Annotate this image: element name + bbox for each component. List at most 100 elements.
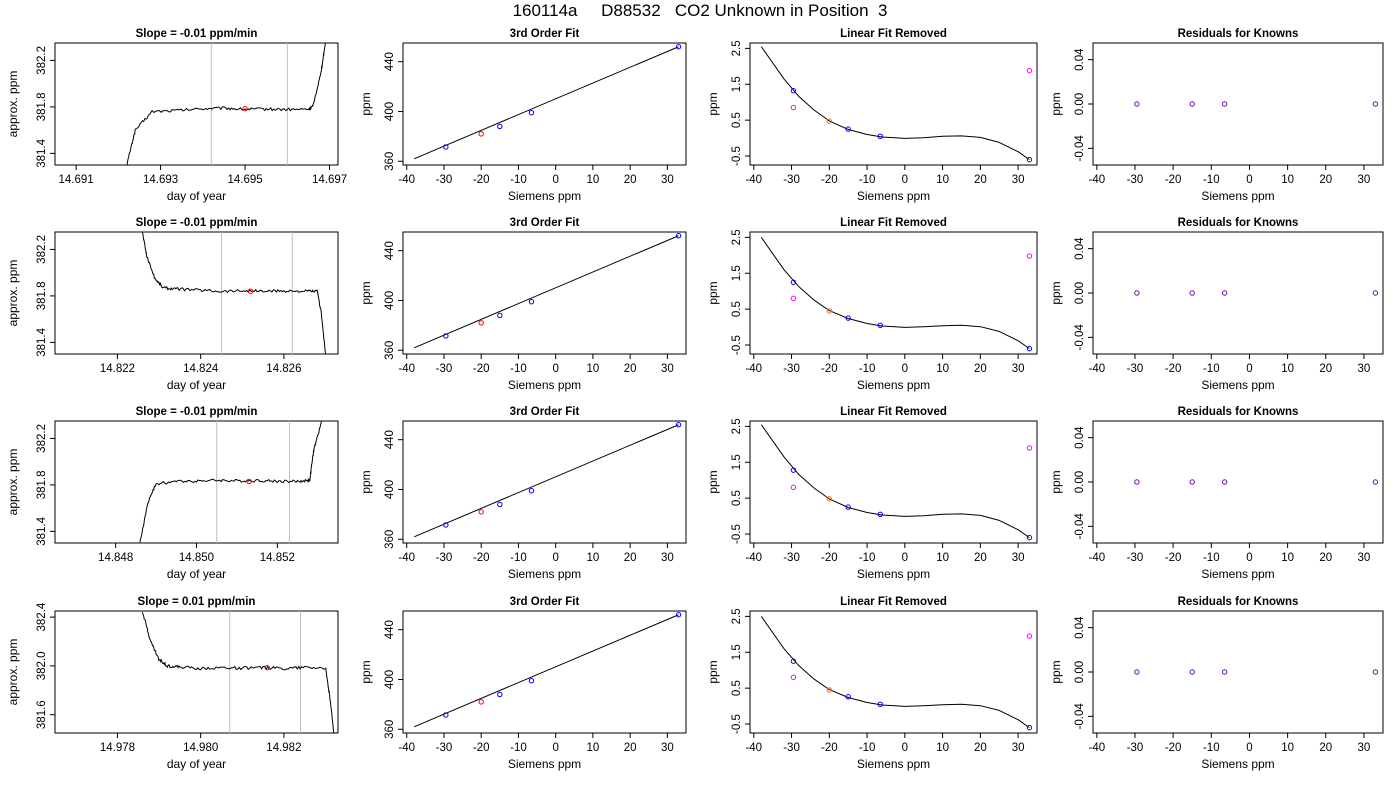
x-tick-label: 20 — [1319, 552, 1332, 564]
panel-timeseries-2: Slope = -0.01 ppm/min day of year approx. … — [6, 217, 339, 392]
check-point — [1026, 67, 1033, 74]
known-point — [790, 88, 797, 94]
residual-point — [1189, 101, 1195, 107]
y-tick-label: -0.5 — [731, 335, 743, 355]
known-point — [675, 422, 682, 428]
known-point — [790, 279, 797, 285]
y-tick-label: 0.04 — [1074, 237, 1086, 260]
plot-area — [760, 424, 1033, 541]
x-tick-label: -30 — [783, 552, 800, 564]
x-tick-label: 0 — [1246, 174, 1252, 186]
panel-title: Slope = -0.01 ppm/min — [136, 217, 258, 229]
plot-frame — [54, 610, 339, 734]
x-tick-label: 14.824 — [183, 363, 219, 375]
known-point — [675, 612, 682, 618]
y-tick-label: 382.2 — [36, 46, 48, 75]
y-tick-label: 0.04 — [1074, 426, 1086, 449]
x-axis-label: Siemens ppm — [857, 378, 930, 392]
data-trace — [126, 43, 326, 165]
cubic-residual-curve — [760, 237, 1030, 350]
y-tick-label: 381.8 — [36, 93, 48, 122]
y-tick-label: 360 — [384, 152, 396, 171]
y-axis-label: ppm — [1049, 92, 1063, 115]
mean-marker — [247, 288, 254, 294]
known-point — [528, 488, 535, 494]
y-tick-label: 0.5 — [731, 301, 743, 317]
known-point — [497, 501, 503, 508]
unknown-point — [478, 131, 484, 137]
x-tick-label: -30 — [1127, 552, 1144, 564]
x-tick-label: 20 — [974, 742, 987, 754]
y-axis-label: ppm — [706, 92, 720, 115]
residual-point — [1134, 290, 1140, 296]
known-point — [877, 511, 883, 517]
x-tick-label: -10 — [859, 552, 876, 564]
x-tick-label: -20 — [1165, 363, 1182, 375]
check-point — [790, 295, 797, 302]
y-tick-label: 382.4 — [36, 602, 48, 631]
x-tick-label: 30 — [661, 742, 674, 754]
x-tick-label: 0 — [902, 552, 908, 564]
x-tick-label: 14.848 — [98, 552, 133, 564]
y-tick-label: 2.5 — [731, 229, 743, 245]
x-tick-label: 0 — [1246, 363, 1252, 375]
x-tick-label: -20 — [1165, 174, 1182, 186]
y-tick-label: 440 — [384, 52, 396, 71]
x-tick-label: 10 — [587, 552, 600, 564]
x-axis-label: Siemens ppm — [508, 378, 581, 392]
x-tick-label: 10 — [587, 742, 600, 754]
x-tick-label: 20 — [974, 552, 987, 564]
known-point — [497, 691, 503, 698]
known-point — [1026, 156, 1033, 163]
x-tick-label: -20 — [473, 742, 490, 754]
y-axis-label: approx. ppm — [6, 639, 20, 706]
y-axis-label: ppm — [359, 92, 373, 115]
y-tick-label: 440 — [384, 430, 396, 449]
y-tick-label: 440 — [384, 620, 396, 639]
fit-line — [413, 424, 679, 538]
known-point — [845, 126, 851, 132]
mean-marker — [264, 665, 270, 671]
x-tick-label: 10 — [936, 552, 949, 564]
x-tick-label: -30 — [1127, 742, 1144, 754]
plot-area — [413, 422, 682, 538]
panel-timeseries-1: Slope = -0.01 ppm/min day of year approx. … — [6, 28, 347, 203]
y-tick-label: 1.5 — [731, 644, 743, 660]
x-axis-label: Siemens ppm — [508, 189, 581, 203]
x-tick-label: -10 — [1203, 552, 1220, 564]
y-axis-label: ppm — [706, 470, 720, 493]
x-tick-label: 30 — [1358, 552, 1371, 564]
residual-point — [1372, 479, 1379, 485]
residual-point — [1221, 479, 1228, 485]
mean-marker — [242, 105, 248, 112]
y-tick-label: 0.5 — [731, 680, 743, 696]
y-axis-label: ppm — [359, 660, 373, 683]
x-tick-label: 30 — [1012, 363, 1025, 375]
panel-fit-1: 3rd Order Fit Siemens ppm ppm -40 -30 -20 -10 0… — [359, 28, 687, 203]
x-tick-label: 14.697 — [312, 174, 347, 186]
residual-point — [1134, 669, 1140, 675]
y-tick-label: 400 — [384, 291, 396, 310]
panel-title: Residuals for Knowns — [1178, 596, 1299, 608]
known-point — [497, 123, 503, 130]
panel-linfit-3: Linear Fit Removed Siemens ppm ppm -40 -30 -2… — [706, 406, 1038, 581]
x-axis-label: day of year — [167, 757, 226, 771]
known-point — [877, 701, 883, 707]
check-point — [790, 104, 797, 111]
mean-marker — [246, 478, 252, 485]
x-tick-label: 14.978 — [100, 742, 135, 754]
x-tick-label: -30 — [436, 174, 453, 186]
x-axis-label: Siemens ppm — [857, 567, 930, 581]
x-axis-label: day of year — [167, 189, 226, 203]
x-axis-label: Siemens ppm — [508, 567, 581, 581]
plot-area — [760, 237, 1033, 352]
y-tick-label: -0.04 — [1074, 513, 1086, 540]
y-tick-label: -0.04 — [1074, 324, 1086, 351]
known-point — [877, 322, 883, 328]
x-axis-label: Siemens ppm — [1201, 567, 1274, 581]
panel-residuals-1: Residuals for Knowns Siemens ppm ppm -40 -30… — [1049, 28, 1384, 203]
panel-title: Linear Fit Removed — [840, 217, 947, 229]
plot-area — [413, 233, 682, 349]
x-tick-label: -30 — [436, 363, 453, 375]
residual-point — [1189, 290, 1195, 296]
